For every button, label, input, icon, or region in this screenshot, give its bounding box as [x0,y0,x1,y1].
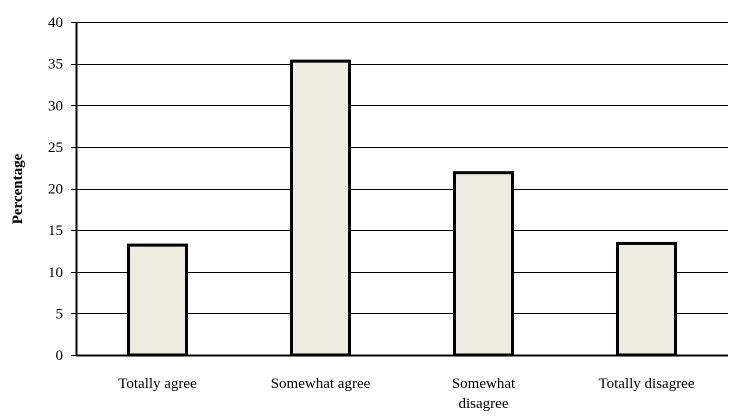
y-tick-label: 30 [48,98,63,114]
y-tick-label: 40 [48,15,63,31]
y-axis-title: Percentage [10,153,26,224]
x-category-label: Totally disagree [599,376,695,392]
y-tick-label: 10 [48,265,63,281]
y-tick-label: 15 [48,223,63,239]
bar [127,243,188,357]
bar [616,241,677,357]
x-category-labels: Totally agree Somewhat agree Somewhat disag… [118,376,695,412]
bar [290,59,351,357]
y-tick-label: 0 [56,348,64,364]
x-category-label: Totally agree [118,376,197,392]
bar [453,171,514,357]
y-tick-label: 5 [56,306,64,322]
y-tick-labels: 0 5 10 15 20 25 30 35 40 [48,15,63,364]
bars [127,59,677,357]
axes [71,22,728,357]
y-tick-label: 35 [48,57,63,73]
y-tick-label: 25 [48,140,63,156]
x-category-label: Somewhat agree [271,376,371,392]
x-category-label: Somewhat disagree [452,376,516,412]
y-tick-label: 20 [48,182,63,198]
